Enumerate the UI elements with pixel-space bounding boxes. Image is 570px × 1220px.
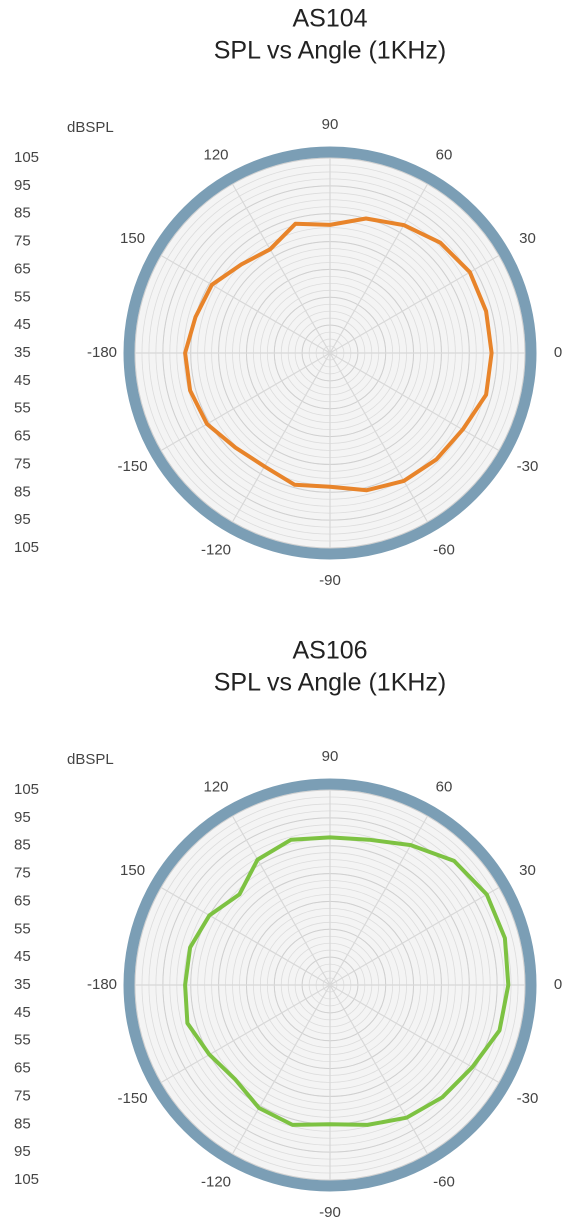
spoke-grid — [231, 352, 331, 523]
r-tick-label: 95 — [14, 809, 31, 826]
polar-chart: AS104 SPL vs Angle (1KHz) 105 95 85 75 65 55 45 3… — [14, 5, 562, 589]
r-tick-label: 75 — [14, 865, 31, 882]
theta-tick-label: 0 — [554, 976, 562, 993]
r-tick-label: 45 — [14, 1004, 31, 1021]
r-tick-label: 65 — [14, 428, 31, 445]
outer-ring — [123, 778, 537, 1192]
spoke-grid — [231, 815, 331, 986]
theta-tick-label: -120 — [201, 541, 231, 558]
theta-tick-label: -60 — [433, 1173, 455, 1190]
spoke-grid — [329, 352, 429, 523]
spoke-grid — [329, 183, 429, 354]
r-tick-label: 105 — [14, 149, 39, 166]
theta-tick-label: 150 — [120, 230, 145, 247]
chart-subtitle: SPL vs Angle (1KHz) — [214, 669, 447, 697]
r-tick-label: 45 — [14, 316, 31, 333]
r-tick-label: 35 — [14, 976, 31, 993]
r-tick-label: 55 — [14, 400, 31, 417]
r-tick-label: 75 — [14, 1087, 31, 1104]
theta-tick-label: 150 — [120, 862, 145, 879]
theta-tick-label: 30 — [519, 230, 536, 247]
r-tick-label: 105 — [14, 781, 39, 798]
theta-tick-label: 90 — [322, 748, 339, 765]
spoke-grid — [231, 984, 331, 1155]
response-curve — [183, 216, 494, 493]
theta-tick-label: -150 — [118, 1090, 148, 1107]
theta-tick-label: -90 — [319, 572, 341, 589]
spoke-grid — [160, 254, 331, 354]
spoke-grid — [329, 352, 500, 452]
theta-tick-label: -30 — [517, 1090, 539, 1107]
r-tick-label: 55 — [14, 288, 31, 305]
theta-tick-label: 30 — [519, 862, 536, 879]
r-tick-label: 85 — [14, 205, 31, 222]
r-tick-label: 85 — [14, 1115, 31, 1132]
theta-tick-label: 90 — [322, 116, 339, 133]
spoke-grid — [160, 886, 331, 986]
theta-tick-label: -30 — [517, 458, 539, 475]
theta-tick-label: 60 — [436, 779, 453, 796]
r-tick-label: 55 — [14, 920, 31, 937]
polar-chart: AS106 SPL vs Angle (1KHz) 105 95 85 75 65 55 45 3… — [14, 637, 562, 1220]
theta-tick-label: -120 — [201, 1173, 231, 1190]
theta-tick-label: -180 — [87, 976, 117, 993]
theta-tick-label: -90 — [319, 1204, 341, 1220]
r-tick-label: 85 — [14, 837, 31, 854]
spoke-grid — [329, 886, 500, 986]
theta-tick-label: -60 — [433, 541, 455, 558]
spoke-grid — [329, 984, 429, 1155]
r-tick-label: 105 — [14, 1171, 39, 1188]
r-tick-label: 65 — [14, 1060, 31, 1077]
r-tick-label: 45 — [14, 948, 31, 965]
theta-tick-label: 120 — [203, 147, 228, 164]
r-tick-label: 65 — [14, 260, 31, 277]
outer-ring — [123, 146, 537, 560]
r-tick-label: 95 — [14, 177, 31, 194]
chart-title: AS106 — [292, 637, 367, 665]
theta-tick-label: -180 — [87, 344, 117, 361]
r-tick-label: 85 — [14, 483, 31, 500]
theta-tick-label: -150 — [118, 458, 148, 475]
r-tick-label: 105 — [14, 539, 39, 556]
r-tick-label: 95 — [14, 511, 31, 528]
theta-tick-label: 120 — [203, 779, 228, 796]
r-tick-label: 45 — [14, 372, 31, 389]
spoke-grid — [231, 183, 331, 354]
r-tick-label: 75 — [14, 233, 31, 250]
chart-title: AS104 — [292, 5, 367, 33]
r-tick-label: 95 — [14, 1143, 31, 1160]
r-axis-label: dBSPL — [67, 751, 114, 768]
spoke-grid — [160, 984, 331, 1084]
theta-tick-label: 0 — [554, 344, 562, 361]
response-curve — [183, 835, 511, 1127]
r-axis-label: dBSPL — [67, 119, 114, 136]
r-tick-label: 65 — [14, 892, 31, 909]
r-tick-label: 35 — [14, 344, 31, 361]
spoke-grid — [160, 352, 331, 452]
r-tick-label: 75 — [14, 455, 31, 472]
theta-tick-label: 60 — [436, 147, 453, 164]
r-tick-label: 55 — [14, 1032, 31, 1049]
chart-subtitle: SPL vs Angle (1KHz) — [214, 37, 447, 65]
